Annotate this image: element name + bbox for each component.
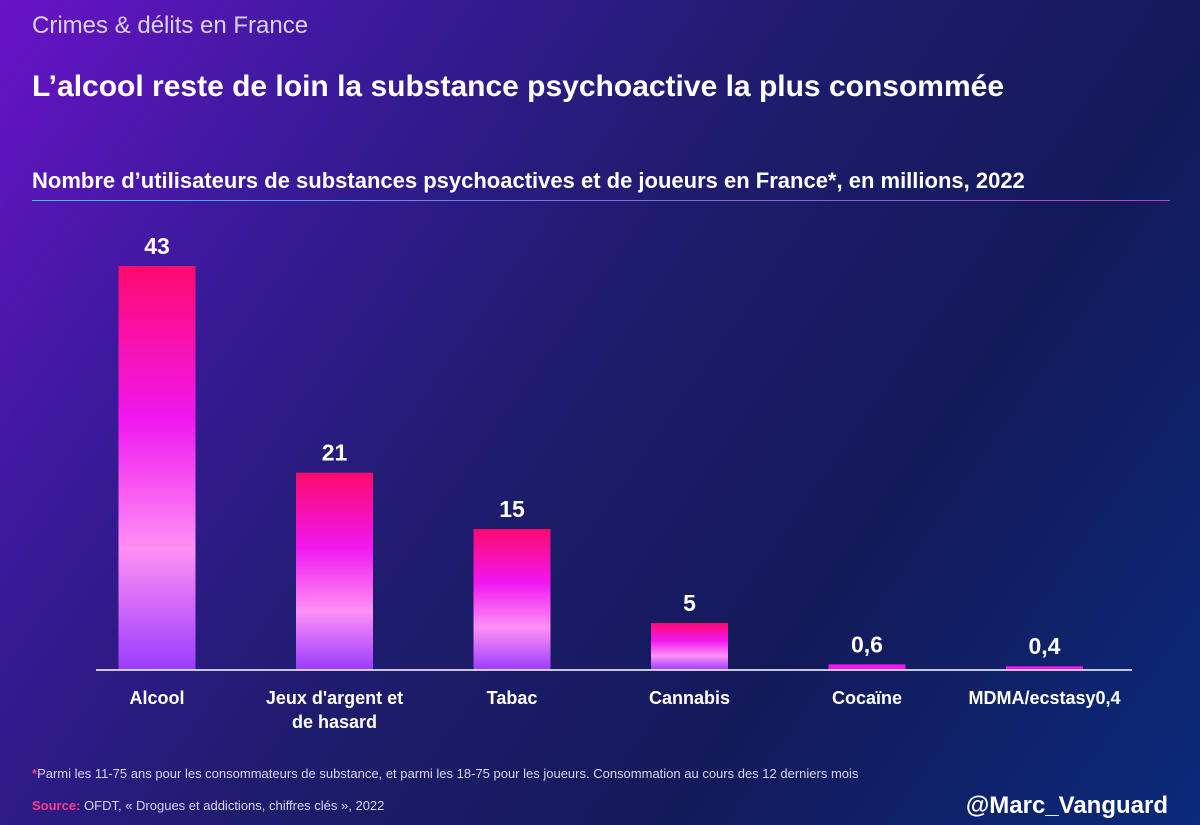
category-label-5: MDMA/ecstasy0,4 bbox=[968, 688, 1120, 708]
bar-0 bbox=[118, 266, 196, 670]
chart-title: Nombre d’utilisateurs de substances psyc… bbox=[32, 168, 1025, 193]
bar-5 bbox=[1006, 666, 1083, 670]
page-title: L’alcool reste de loin la substance psyc… bbox=[32, 70, 1005, 103]
category-label-1: Jeux d'argent et de hasard bbox=[266, 688, 403, 732]
source-label: Source: bbox=[32, 798, 81, 813]
bar-1 bbox=[296, 472, 373, 670]
value-label-0: 43 bbox=[144, 233, 170, 259]
value-label-4: 0,6 bbox=[851, 631, 883, 657]
category-label-0: Alcool bbox=[129, 688, 184, 708]
footnote: *Parmi les 11-75 ans pour les consommate… bbox=[32, 766, 932, 781]
bar-3 bbox=[651, 623, 728, 670]
title-divider bbox=[32, 200, 1170, 201]
bar-chart: 43 Alcool 21 Jeux d'argent et de hasard 15 Tab… bbox=[118, 233, 1120, 732]
value-label-3: 5 bbox=[683, 590, 696, 616]
source-text: OFDT, « Drogues et addictions, chiffres … bbox=[84, 798, 385, 813]
value-label-1: 21 bbox=[322, 440, 348, 466]
bar-2 bbox=[473, 529, 551, 670]
bar-4 bbox=[828, 664, 906, 670]
value-label-2: 15 bbox=[499, 496, 525, 522]
category-label-2: Tabac bbox=[487, 688, 538, 708]
author-handle: @Marc_Vanguard bbox=[965, 792, 1168, 819]
category-label-4: Cocaïne bbox=[832, 688, 902, 708]
footnote-text: Parmi les 11-75 ans pour les consommateu… bbox=[37, 766, 859, 781]
source-line: Source: OFDT, « Drogues et addictions, c… bbox=[32, 798, 384, 813]
category-label-3: Cannabis bbox=[649, 688, 730, 708]
report-category: Crimes & délits en France bbox=[32, 12, 309, 39]
footnote-marker: * bbox=[32, 766, 38, 781]
value-label-5: 0,4 bbox=[1029, 633, 1061, 659]
